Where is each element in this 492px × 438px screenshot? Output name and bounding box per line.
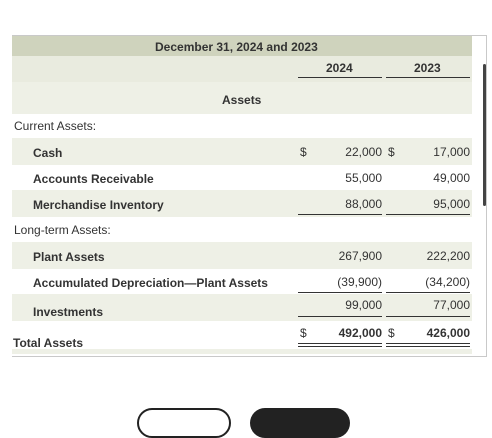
year-2024-underline <box>298 77 382 78</box>
plant-assets-label: Plant Assets <box>33 250 105 264</box>
accdep-2024-value: (39,900) <box>337 275 382 289</box>
subtotal-underline-2024 <box>298 214 382 215</box>
merchandise-inventory-label: Merchandise Inventory <box>33 198 164 212</box>
total-assets-label: Total Assets <box>13 336 84 350</box>
total-dollar-2024: $ <box>300 326 307 340</box>
inventory-2024-value: 88,000 <box>345 197 382 211</box>
investments-label: Investments <box>33 305 104 319</box>
vertical-scrollbar[interactable] <box>483 64 486 206</box>
plant-2023-value: 222,200 <box>426 249 470 263</box>
year-2023-underline <box>386 77 470 78</box>
total-double-underline-2024 <box>298 343 382 347</box>
cash-label: Cash <box>33 146 63 160</box>
depreciation-underline-2023 <box>386 292 470 293</box>
year-2023-header: 2023 <box>414 61 441 75</box>
cash-2024-value: 22,000 <box>345 145 382 159</box>
depreciation-underline-2024 <box>298 292 382 293</box>
investments-underline-2023 <box>386 316 470 317</box>
inventory-2023-value: 95,000 <box>433 197 470 211</box>
cash-dollar-2023: $ <box>388 145 395 159</box>
accounts-receivable-label: Accounts Receivable <box>33 172 154 186</box>
primary-button[interactable] <box>250 408 350 438</box>
investments-underline-2024 <box>298 316 382 317</box>
accdep-2023-value: (34,200) <box>425 275 470 289</box>
year-2024-header: 2024 <box>326 61 353 75</box>
row-band <box>12 138 472 165</box>
longterm-assets-label: Long-term Assets: <box>14 223 111 237</box>
current-assets-label: Current Assets: <box>14 119 97 133</box>
accumulated-depreciation-label: Accumulated Depreciation—Plant Assets <box>33 276 268 290</box>
row-band <box>12 190 472 217</box>
assets-heading-band <box>12 82 472 114</box>
statement-date-title: December 31, 2024 and 2023 <box>155 40 318 54</box>
cash-2023-value: 17,000 <box>433 145 470 159</box>
total-double-underline-2023 <box>386 343 470 347</box>
ar-2024-value: 55,000 <box>345 171 382 185</box>
secondary-button[interactable] <box>137 408 231 438</box>
row-band <box>12 242 472 269</box>
header-title-band <box>12 36 472 56</box>
ar-2023-value: 49,000 <box>433 171 470 185</box>
plant-2024-value: 267,900 <box>338 249 382 263</box>
row-band <box>12 349 472 354</box>
investments-2024-value: 99,000 <box>345 298 382 312</box>
header-years-band <box>12 56 472 82</box>
total-dollar-2023: $ <box>388 326 395 340</box>
investments-2023-value: 77,000 <box>433 298 470 312</box>
total-2023-value: 426,000 <box>426 326 470 340</box>
assets-section-title: Assets <box>222 93 262 107</box>
total-2024-value: 492,000 <box>338 326 382 340</box>
cash-dollar-2024: $ <box>300 145 307 159</box>
subtotal-underline-2023 <box>386 214 470 215</box>
